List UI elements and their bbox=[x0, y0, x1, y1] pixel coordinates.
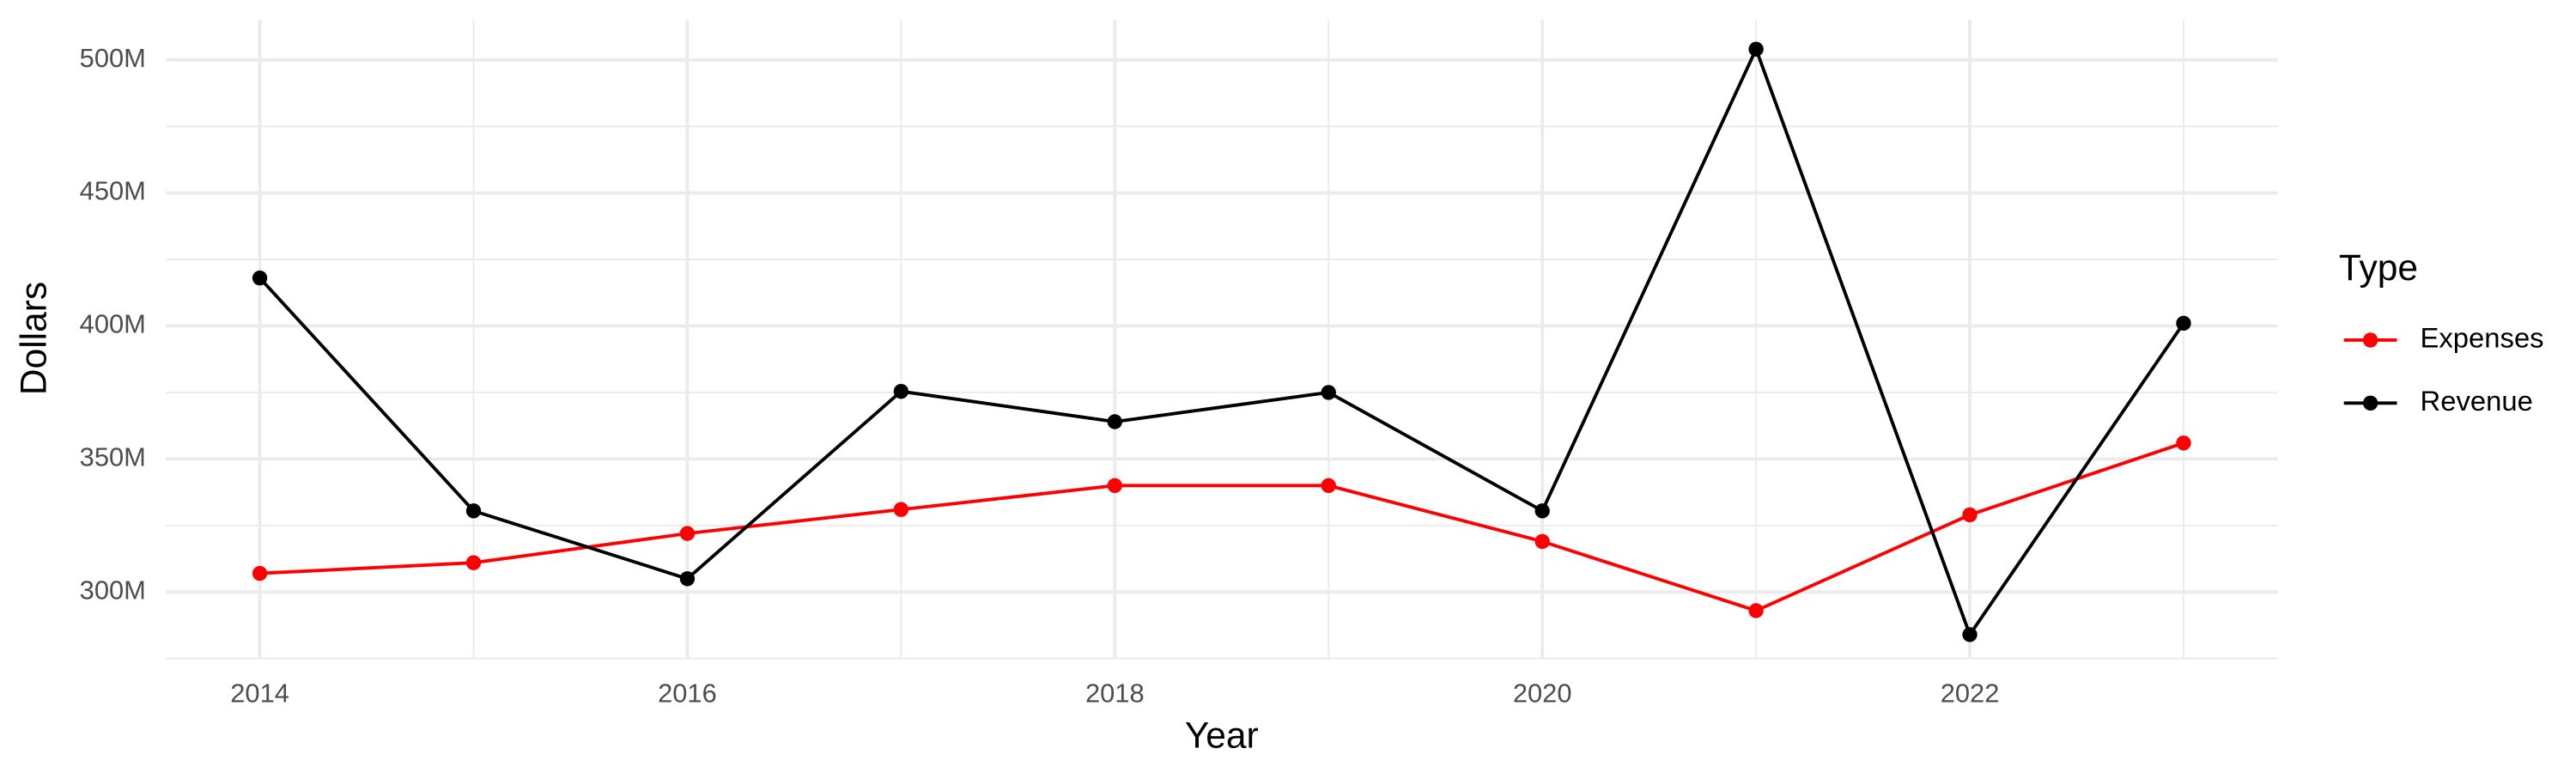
data-point bbox=[2176, 315, 2191, 332]
x-tick-label: 2022 bbox=[1941, 678, 2000, 708]
data-point bbox=[252, 565, 268, 581]
data-point bbox=[1107, 478, 1123, 494]
series-line bbox=[259, 441, 2184, 613]
legend-title: Type bbox=[2339, 248, 2418, 289]
data-point bbox=[1748, 603, 1764, 618]
y-tick-label: 500M bbox=[80, 43, 146, 73]
grid bbox=[166, 20, 2278, 660]
y-tick-label: 400M bbox=[80, 309, 146, 339]
data-point bbox=[893, 502, 909, 517]
series-line bbox=[258, 45, 2185, 639]
data-point bbox=[893, 383, 909, 399]
data-point bbox=[1534, 503, 1550, 519]
data-point bbox=[252, 271, 268, 286]
y-tick-label: 450M bbox=[80, 176, 146, 206]
legend-label: Revenue bbox=[2421, 385, 2533, 417]
data-point bbox=[679, 526, 696, 541]
x-tick-label: 2016 bbox=[658, 678, 717, 708]
x-axis-title: Year bbox=[1185, 716, 1259, 757]
x-tick-label: 2018 bbox=[1085, 678, 1145, 708]
data-point bbox=[465, 503, 482, 519]
data-point bbox=[1321, 478, 1336, 494]
data-point bbox=[1962, 507, 1978, 523]
data-point bbox=[2176, 435, 2191, 451]
data-point bbox=[1748, 41, 1764, 57]
y-tick-label: 300M bbox=[80, 575, 146, 605]
legend-key-point bbox=[2362, 395, 2379, 411]
data-point bbox=[465, 555, 482, 570]
legend-label: Expenses bbox=[2421, 322, 2544, 354]
data-point bbox=[1321, 385, 1336, 400]
legend-key-point bbox=[2362, 332, 2379, 348]
data-point bbox=[1962, 627, 1978, 642]
x-tick-label: 2020 bbox=[1513, 678, 1572, 708]
y-tick-label: 350M bbox=[80, 442, 146, 472]
data-point bbox=[1534, 533, 1550, 550]
data-point bbox=[1107, 414, 1123, 429]
y-axis-title: Dollars bbox=[15, 282, 55, 395]
data-point bbox=[679, 571, 696, 587]
x-tick-label: 2014 bbox=[230, 678, 289, 708]
